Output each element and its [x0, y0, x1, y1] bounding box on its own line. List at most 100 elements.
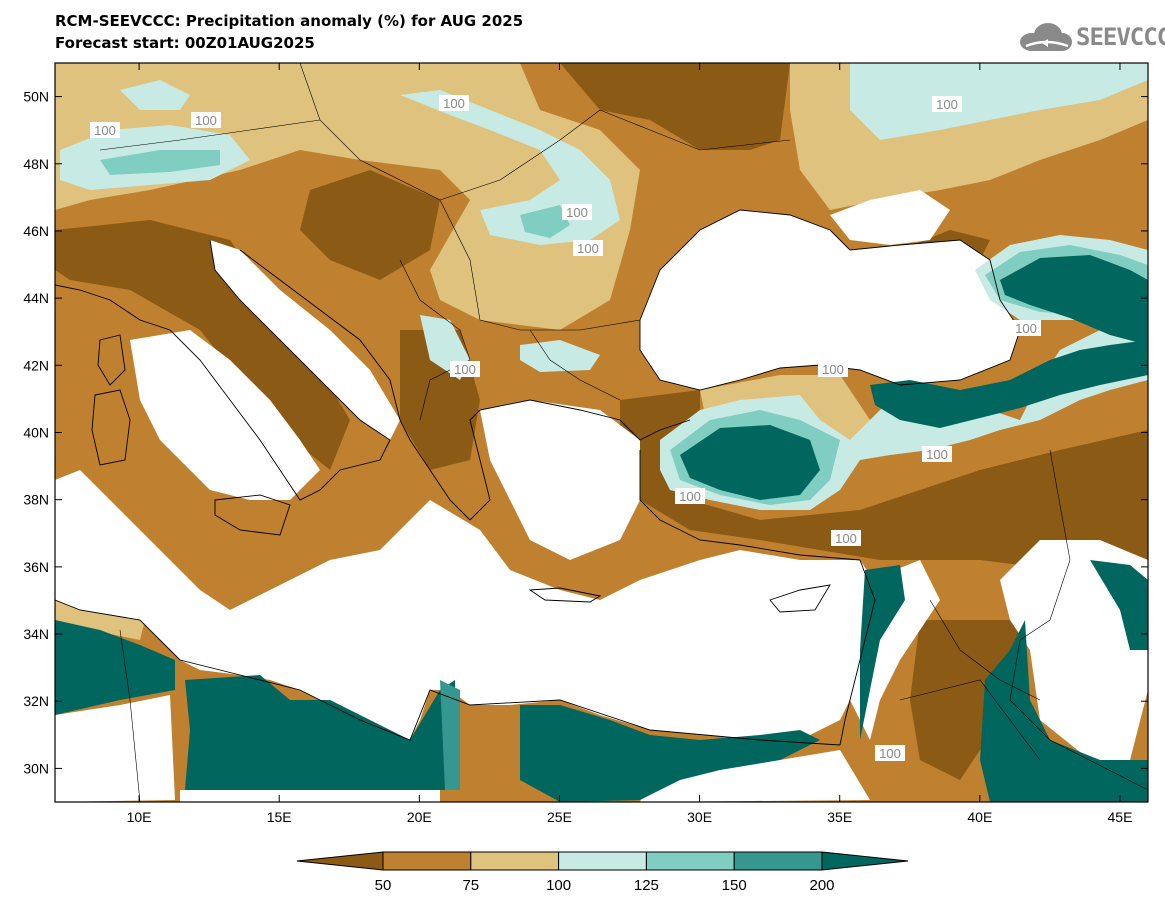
- very-dry-region: [560, 63, 790, 150]
- contour-label: 100: [926, 447, 948, 462]
- forecast-start-label: Forecast start: 00Z01AUG2025: [55, 34, 315, 52]
- crete-coastline: [528, 587, 602, 603]
- slightly-wet-region: [850, 63, 1148, 140]
- contour-label: 100: [835, 531, 857, 546]
- sea-of-azov: [830, 190, 950, 245]
- very-dry-region: [910, 620, 1025, 780]
- lon-label: 10E: [127, 809, 152, 825]
- contour-label-bg: [1011, 320, 1041, 336]
- levant-coastline: [839, 559, 876, 746]
- contour-label-bg: [932, 96, 962, 112]
- extremely-wet-region: [1000, 255, 1148, 345]
- extremely-wet-region: [1090, 560, 1148, 650]
- contour-labels: 100 100 100 100 100 100 100 100 100 100 100 100 100: [90, 95, 1041, 761]
- very-dry-region: [55, 220, 350, 470]
- lat-label: 48N: [23, 156, 49, 172]
- lat-label: 50N: [23, 89, 49, 105]
- very-dry-region: [620, 390, 1148, 580]
- extremely-wet-region: [185, 675, 455, 790]
- lat-label: 46N: [23, 223, 49, 239]
- very-wet-region: [440, 680, 460, 790]
- aegean-coastline: [479, 399, 691, 441]
- lat-label: 32N: [23, 693, 49, 709]
- colorbar-segment: [821, 851, 909, 871]
- colorbar-label: 75: [462, 877, 479, 894]
- colorbar: 50 75 100 125 150 200: [296, 851, 909, 894]
- anatolia-coastline: [639, 450, 861, 561]
- lon-label: 45E: [1108, 809, 1133, 825]
- sardinia-coastline: [91, 389, 131, 466]
- contour-label-bg: [439, 95, 469, 111]
- tyrrhenian-sea: [130, 330, 320, 500]
- lon-label: 25E: [547, 809, 572, 825]
- slightly-wet-region: [120, 80, 190, 110]
- colorbar-label: 200: [809, 877, 834, 894]
- contour-label-bg: [573, 240, 603, 256]
- seevccc-logo: SEEVCCC: [1018, 20, 1165, 60]
- colorbar-label: 150: [722, 877, 747, 894]
- contour-label-bg: [675, 488, 705, 504]
- extremely-wet-region: [55, 620, 175, 715]
- cloud-icon: [1020, 23, 1072, 51]
- contour-label: 100: [566, 205, 588, 220]
- colorbar-label: 100: [546, 877, 571, 894]
- lon-label: 30E: [687, 809, 712, 825]
- contour-label: 100: [879, 746, 901, 761]
- contour-label: 100: [443, 96, 465, 111]
- cyprus-coastline: [769, 584, 831, 613]
- contour-label: 100: [577, 241, 599, 256]
- contour-label: 100: [936, 97, 958, 112]
- extremely-wet-region: [680, 425, 820, 500]
- lat-label: 40N: [23, 425, 49, 441]
- coastlines: [55, 63, 1148, 802]
- colorbar-segment: [296, 851, 384, 871]
- colorbar-segment: [645, 851, 735, 871]
- latitude-axis: 50N 48N 46N 44N 42N 40N 38N 36N 34N 32N 30N: [23, 89, 1148, 776]
- contour-label: 100: [679, 489, 701, 504]
- wet-region: [100, 150, 220, 175]
- extremely-wet-region: [870, 340, 1148, 428]
- lon-label: 35E: [827, 809, 852, 825]
- contour-label-bg: [450, 361, 480, 377]
- contour-label: 100: [195, 113, 217, 128]
- contour-label: 100: [822, 362, 844, 377]
- contour-label-bg: [90, 122, 120, 138]
- north-africa-coastline: [55, 599, 841, 746]
- contour-label-bg: [922, 446, 952, 462]
- lat-label: 38N: [23, 492, 49, 508]
- lon-label: 40E: [967, 809, 992, 825]
- no-data-desert: [180, 790, 440, 802]
- longitude-axis: 10E 15E 20E 25E 30E 35E 40E 45E: [127, 63, 1133, 825]
- contour-label-bg: [191, 112, 221, 128]
- extremely-wet-region: [860, 565, 905, 740]
- lat-label: 44N: [23, 290, 49, 306]
- aegean-sea: [480, 400, 640, 560]
- contour-label: 100: [94, 123, 116, 138]
- contour-label-bg: [875, 745, 905, 761]
- contour-label-bg: [831, 530, 861, 546]
- colorbar-segment: [470, 851, 560, 871]
- slightly-wet-region: [520, 340, 600, 372]
- contour-label: 100: [1015, 321, 1037, 336]
- extremely-wet-region: [980, 620, 1148, 802]
- balkan-coastline: [239, 249, 491, 521]
- contour-label-bg: [562, 204, 592, 220]
- lat-label: 36N: [23, 559, 49, 575]
- colorbar-label: 125: [634, 877, 659, 894]
- logo-text: SEEVCCC: [1076, 23, 1165, 51]
- lat-label: 30N: [23, 760, 49, 776]
- colorbar-segment: [733, 851, 823, 871]
- very-dry-region: [300, 170, 440, 280]
- italy-coastline: [55, 239, 391, 501]
- contour-label: 100: [454, 362, 476, 377]
- contour-label-bg: [818, 361, 848, 377]
- colorbar-segment: [558, 851, 647, 871]
- sicily-coastline: [214, 494, 291, 536]
- wet-region: [520, 205, 570, 238]
- no-data-desert: [55, 695, 175, 802]
- country-borders: [99, 63, 1148, 802]
- corsica-coastline: [97, 334, 126, 386]
- black-sea: [640, 210, 1020, 390]
- colorbar-label: 50: [375, 877, 392, 894]
